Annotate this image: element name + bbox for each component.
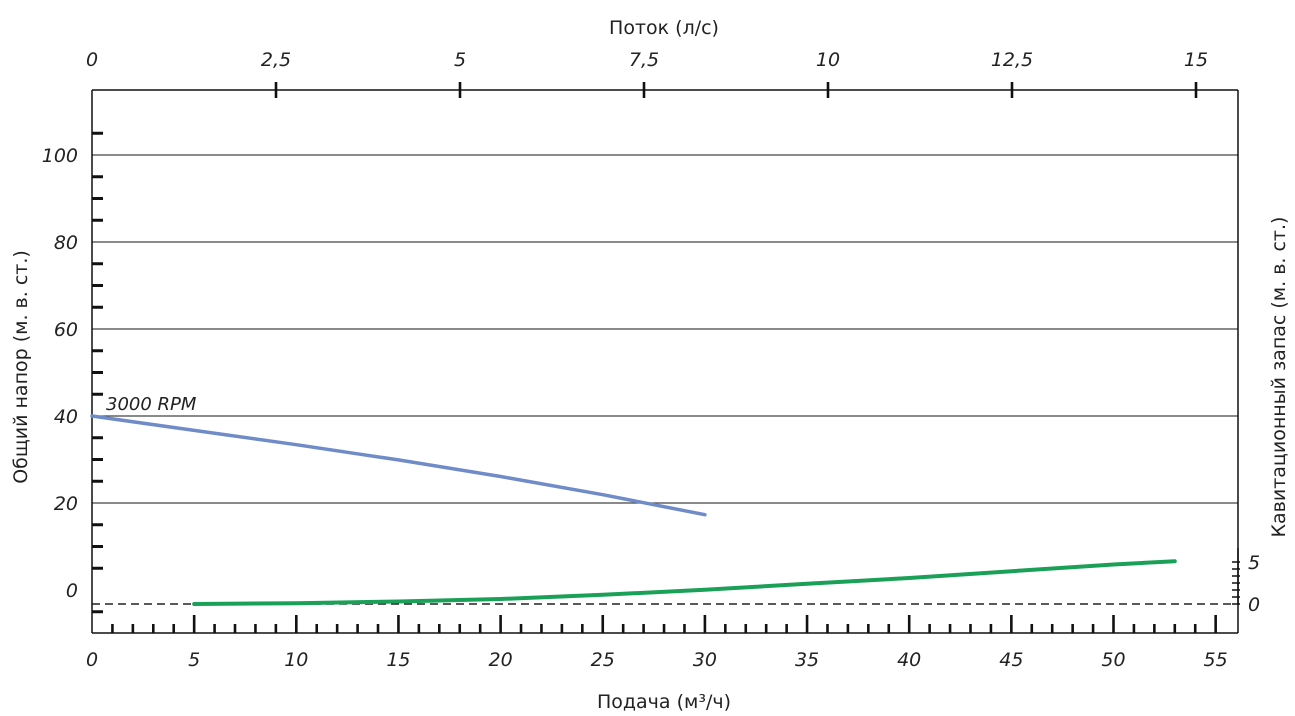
series-group <box>90 414 1177 606</box>
rpm-annotation: 3000 RPM <box>106 394 197 415</box>
y-left-tick-label: 0 <box>66 580 78 602</box>
x-bottom-tick-label: 20 <box>489 649 513 671</box>
x-top-tick-label: 5 <box>454 49 466 71</box>
x-bottom-tick-label: 40 <box>897 649 921 671</box>
x-bottom-tick-label: 35 <box>795 649 819 671</box>
x-bottom-tick-label: 55 <box>1204 649 1228 671</box>
y-right-axis-title: Кавитационный запас (м. в. ст.) <box>1268 217 1290 538</box>
x-top-tick-label: 10 <box>816 49 840 71</box>
x-top-tick-label: 7,5 <box>629 49 659 71</box>
x-bottom-axis-title: Подача (м³/ч) <box>597 691 731 713</box>
x-top-axis-title: Поток (л/с) <box>609 17 719 39</box>
grid-lines <box>92 154 1238 605</box>
x-bottom-tick-label: 30 <box>693 649 717 671</box>
x-bottom-tick-label: 45 <box>999 649 1023 671</box>
plot-frame <box>91 89 1239 634</box>
x-bottom-tick-label: 25 <box>591 649 615 671</box>
x-top-tick-label: 15 <box>1184 49 1208 71</box>
x-bottom-tick-label: 15 <box>386 649 410 671</box>
y-left-tick-label: 40 <box>54 406 78 428</box>
y-left-tick-label: 60 <box>54 319 78 341</box>
x-bottom-tick-label: 5 <box>188 649 200 671</box>
x-top-tick-label: 0 <box>86 49 98 71</box>
y-left-tick-label: 100 <box>42 145 78 167</box>
y-right-tick-label: 5 <box>1248 552 1260 574</box>
x-bottom-tick-label: 50 <box>1101 649 1125 671</box>
x-top-tick-label: 12,5 <box>991 49 1033 71</box>
head-curve-line <box>90 414 707 517</box>
axis-labels: Поток (л/с) Подача (м³/ч) Общий напор (м… <box>10 17 1290 713</box>
y-right-tick-label: 0 <box>1248 594 1260 616</box>
y-left-tick-label: 80 <box>54 232 78 254</box>
x-top-tick-label: 2,5 <box>261 49 291 71</box>
x-bottom-tick-label: 0 <box>86 649 98 671</box>
y-left-tick-label: 20 <box>54 493 78 515</box>
x-bottom-tick-label: 10 <box>284 649 308 671</box>
y-left-axis-title: Общий напор (м. в. ст.) <box>10 250 32 484</box>
npsh-curve-line <box>192 559 1177 606</box>
